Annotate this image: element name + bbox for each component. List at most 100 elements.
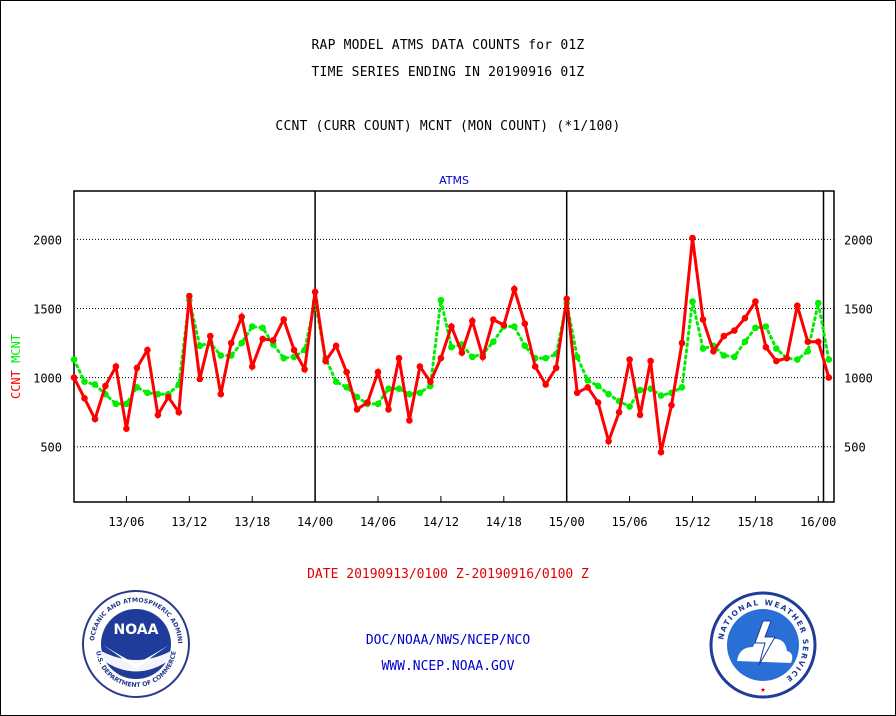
data-point-ccnt — [720, 332, 728, 340]
data-point-ccnt — [259, 335, 267, 343]
header-title-line1: RAP MODEL ATMS DATA COUNTS for 01Z — [311, 38, 585, 53]
data-point-ccnt — [594, 399, 602, 406]
data-point-mcnt — [511, 323, 518, 330]
y-axis-label: CCNT MCNT — [9, 334, 23, 399]
data-point-ccnt — [521, 320, 529, 328]
noaa-logo-center-text: NOAA — [114, 622, 159, 638]
data-point-ccnt — [70, 374, 78, 381]
chart-title: ATMS — [439, 174, 469, 187]
x-tick-label: 15/12 — [674, 515, 710, 529]
data-point-mcnt — [385, 385, 392, 393]
data-point-mcnt — [636, 386, 644, 394]
data-point-ccnt — [144, 346, 151, 354]
data-point-ccnt — [479, 353, 487, 361]
x-tick-label: 14/00 — [297, 515, 333, 529]
x-tick-label: 16/00 — [800, 515, 836, 529]
data-point-mcnt — [144, 389, 151, 397]
data-point-ccnt — [804, 338, 812, 346]
data-point-ccnt — [248, 363, 256, 370]
data-point-mcnt — [343, 384, 350, 391]
data-point-ccnt — [406, 417, 413, 424]
data-point-ccnt — [542, 381, 549, 388]
data-point-mcnt — [437, 296, 445, 304]
y-tick-label-left: 2000 — [33, 233, 62, 247]
data-point-ccnt — [773, 357, 780, 365]
data-point-mcnt — [657, 392, 665, 399]
data-point-ccnt — [112, 363, 120, 370]
data-point-ccnt — [91, 415, 99, 423]
y-tick-label-left: 500 — [40, 441, 62, 455]
data-point-ccnt — [343, 368, 350, 376]
data-point-ccnt — [762, 343, 770, 351]
x-tick-label: 13/06 — [108, 515, 144, 529]
data-point-mcnt — [123, 400, 130, 408]
data-point-ccnt — [374, 368, 382, 376]
data-point-ccnt — [815, 338, 822, 346]
data-point-ccnt — [353, 406, 361, 413]
y-tick-label-right: 1500 — [844, 302, 873, 316]
data-point-mcnt — [112, 400, 120, 408]
data-point-ccnt — [364, 399, 371, 406]
data-point-mcnt — [332, 378, 340, 386]
data-point-mcnt — [448, 343, 455, 351]
data-point-mcnt — [238, 339, 245, 347]
data-point-ccnt — [102, 382, 109, 390]
data-point-ccnt — [668, 401, 675, 409]
data-point-ccnt — [647, 357, 654, 365]
atms-time-series-chart: ATMS 500 500 1000 1000 1500 1500 2000 2000 13/06 1… — [9, 174, 873, 529]
data-point-ccnt — [81, 395, 88, 402]
data-point-ccnt — [710, 348, 717, 355]
data-point-ccnt — [657, 448, 665, 456]
data-point-ccnt — [678, 339, 686, 347]
data-point-ccnt — [427, 378, 434, 386]
data-point-mcnt — [678, 384, 686, 391]
data-point-ccnt — [500, 321, 508, 329]
data-point-ccnt — [573, 389, 581, 397]
x-tick-label: 13/12 — [171, 515, 207, 529]
x-tick-label: 15/18 — [737, 515, 773, 529]
data-point-mcnt — [374, 400, 382, 408]
data-point-ccnt — [458, 349, 466, 357]
data-point-ccnt — [626, 356, 633, 363]
data-point-ccnt — [269, 337, 277, 344]
organization-label: DOC/NOAA/NWS/NCEP/NCO — [365, 633, 531, 648]
data-point-ccnt — [615, 408, 623, 416]
data-point-ccnt — [605, 437, 612, 445]
data-point-ccnt — [311, 288, 319, 296]
data-point-mcnt — [699, 345, 707, 352]
data-point-mcnt — [406, 390, 413, 398]
data-point-mcnt — [70, 356, 78, 363]
data-point-ccnt — [217, 390, 225, 398]
data-point-ccnt — [699, 316, 707, 323]
data-point-mcnt — [259, 324, 267, 332]
data-point-ccnt — [123, 425, 130, 433]
data-point-ccnt — [165, 393, 172, 401]
data-point-ccnt — [563, 295, 570, 303]
data-point-ccnt — [437, 354, 445, 362]
y-tick-label-right: 1000 — [844, 372, 873, 386]
data-point-mcnt — [762, 323, 770, 330]
data-point-ccnt — [531, 363, 539, 370]
data-point-mcnt — [815, 299, 822, 307]
data-point-ccnt — [689, 234, 696, 242]
data-point-mcnt — [720, 352, 728, 359]
data-point-ccnt — [490, 316, 497, 323]
data-point-mcnt — [825, 356, 833, 363]
y-axis-label-ccnt: CCNT — [9, 370, 23, 399]
data-point-mcnt — [280, 354, 288, 362]
data-point-mcnt — [395, 385, 403, 393]
x-tick-label: 15/06 — [612, 515, 648, 529]
data-point-ccnt — [448, 323, 455, 330]
y-tick-label-right: 2000 — [844, 233, 873, 247]
website-link[interactable]: WWW.NCEP.NOAA.GOV — [381, 659, 515, 674]
data-point-ccnt — [416, 363, 424, 370]
x-tick-label: 14/12 — [423, 515, 459, 529]
star-icon: ★ — [760, 685, 766, 695]
data-point-mcnt — [605, 390, 612, 398]
data-point-ccnt — [332, 342, 340, 350]
y-tick-label-left: 1500 — [33, 302, 62, 316]
data-point-mcnt — [196, 342, 204, 350]
data-point-ccnt — [290, 346, 298, 354]
data-point-mcnt — [217, 352, 225, 359]
